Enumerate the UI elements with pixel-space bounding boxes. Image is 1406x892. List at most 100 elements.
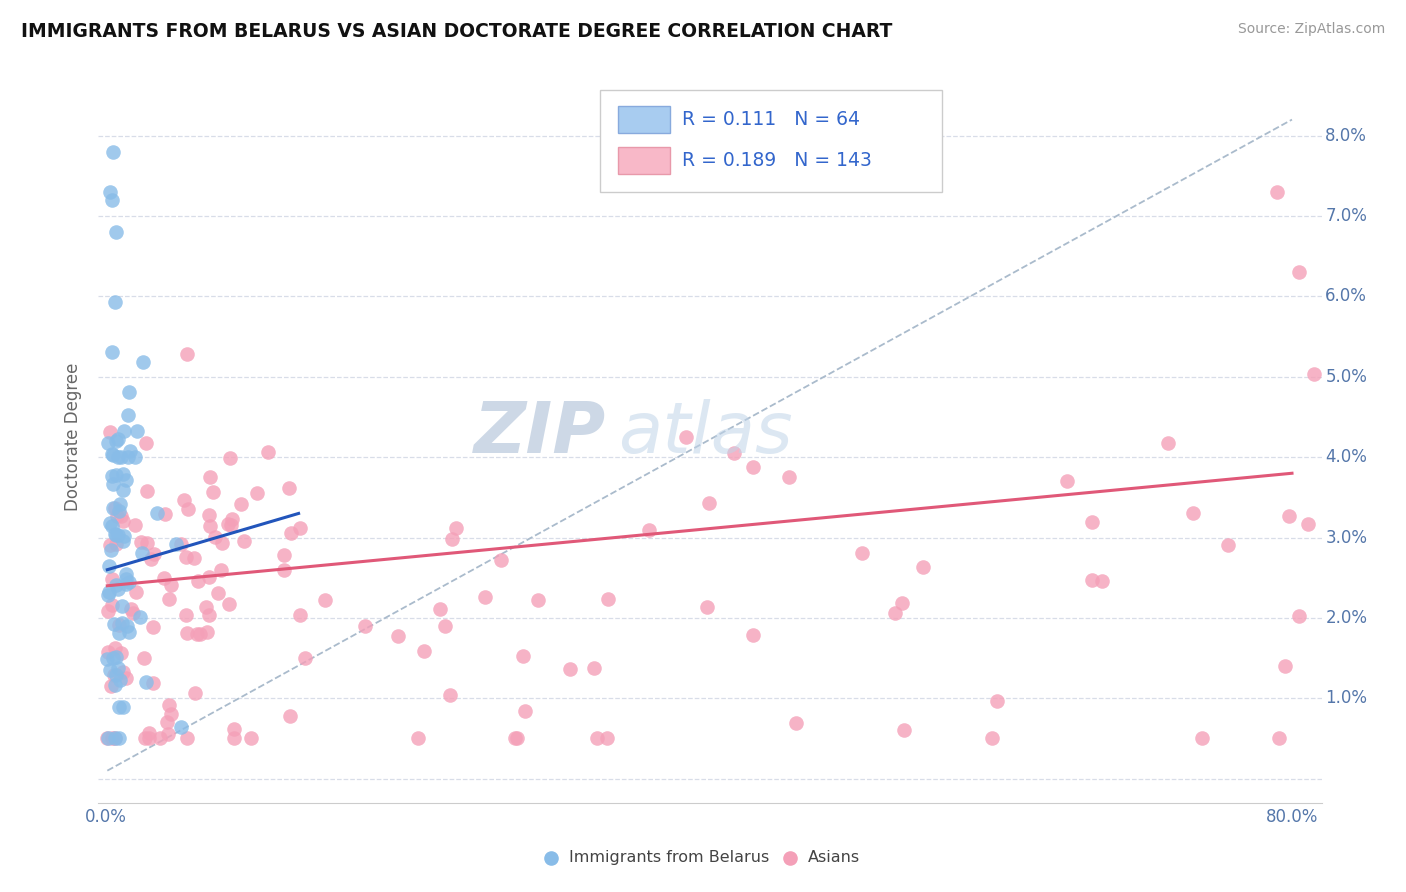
Point <box>135 484 157 499</box>
Point <box>195 599 218 614</box>
Text: 1.0%: 1.0% <box>1326 690 1367 707</box>
Point <box>103 448 125 462</box>
Text: Immigrants from Belarus: Immigrants from Belarus <box>569 850 769 865</box>
Point <box>207 585 229 599</box>
Point <box>104 650 127 665</box>
Point <box>101 344 124 359</box>
Point <box>231 497 253 511</box>
Point <box>489 553 512 567</box>
Point <box>115 672 138 686</box>
Point <box>218 597 240 611</box>
Point <box>434 619 457 633</box>
Point <box>101 477 124 491</box>
Point <box>406 731 429 746</box>
Point <box>100 193 122 207</box>
Point <box>122 606 145 620</box>
Point <box>103 501 125 516</box>
Point <box>135 675 157 690</box>
Y-axis label: Doctorate Degree: Doctorate Degree <box>65 363 83 511</box>
FancyBboxPatch shape <box>619 106 669 133</box>
Point <box>97 588 120 602</box>
Point <box>354 619 377 633</box>
Point <box>107 432 129 446</box>
Point <box>198 470 221 484</box>
Point <box>723 446 745 460</box>
Point <box>202 484 225 499</box>
Point <box>527 593 550 607</box>
Point <box>105 537 128 551</box>
Text: 2.0%: 2.0% <box>1326 609 1367 627</box>
Point <box>111 665 134 680</box>
Point <box>173 493 195 508</box>
Point <box>138 731 160 746</box>
Point <box>1268 731 1291 746</box>
Point <box>100 663 122 677</box>
FancyBboxPatch shape <box>619 146 669 174</box>
Point <box>1081 515 1104 529</box>
Point <box>582 661 605 675</box>
Point <box>124 450 146 465</box>
Point <box>742 459 765 474</box>
Point <box>176 625 198 640</box>
Point <box>120 601 142 615</box>
Point <box>209 563 232 577</box>
Point <box>108 618 131 632</box>
Point <box>222 731 245 746</box>
Point <box>159 577 181 591</box>
Text: IMMIGRANTS FROM BELARUS VS ASIAN DOCTORATE DEGREE CORRELATION CHART: IMMIGRANTS FROM BELARUS VS ASIAN DOCTORA… <box>21 22 893 41</box>
Point <box>1081 573 1104 587</box>
Point <box>142 676 165 690</box>
Point <box>101 731 124 746</box>
Point <box>135 436 157 450</box>
Point <box>111 700 134 714</box>
Text: atlas: atlas <box>619 399 793 468</box>
Point <box>98 185 121 199</box>
Point <box>222 723 245 737</box>
Point <box>1157 436 1180 450</box>
Point <box>105 225 128 239</box>
Point <box>893 723 915 738</box>
Point <box>117 408 139 422</box>
Point <box>1265 185 1288 199</box>
Point <box>1288 265 1310 279</box>
Point <box>111 515 134 529</box>
Point <box>107 528 129 542</box>
Point <box>142 620 165 634</box>
Point <box>143 547 166 561</box>
Point <box>124 518 146 533</box>
Point <box>851 546 873 560</box>
Point <box>101 650 124 665</box>
Point <box>110 646 132 660</box>
Point <box>884 606 907 620</box>
Point <box>104 668 127 682</box>
Point <box>111 616 134 631</box>
Point <box>128 610 150 624</box>
Text: 8.0%: 8.0% <box>1326 127 1367 145</box>
Point <box>125 424 148 438</box>
Point <box>314 592 336 607</box>
Point <box>204 530 226 544</box>
Point <box>111 467 134 482</box>
Point <box>110 599 132 613</box>
Point <box>294 651 316 665</box>
Point <box>104 295 127 310</box>
Point <box>103 668 125 682</box>
Point <box>132 354 155 368</box>
Point <box>107 731 129 746</box>
Point <box>96 435 118 450</box>
Point <box>980 731 1002 746</box>
Point <box>290 608 312 623</box>
Text: 3.0%: 3.0% <box>1326 529 1367 547</box>
Point <box>107 582 129 597</box>
Point <box>198 518 221 533</box>
Point <box>218 451 240 466</box>
Point <box>176 731 198 746</box>
Point <box>1274 659 1296 673</box>
Point <box>785 715 807 730</box>
Point <box>112 529 135 543</box>
Point <box>387 629 409 643</box>
Point <box>141 552 163 566</box>
Point <box>104 528 127 542</box>
Point <box>429 601 451 615</box>
Point <box>1302 367 1324 381</box>
